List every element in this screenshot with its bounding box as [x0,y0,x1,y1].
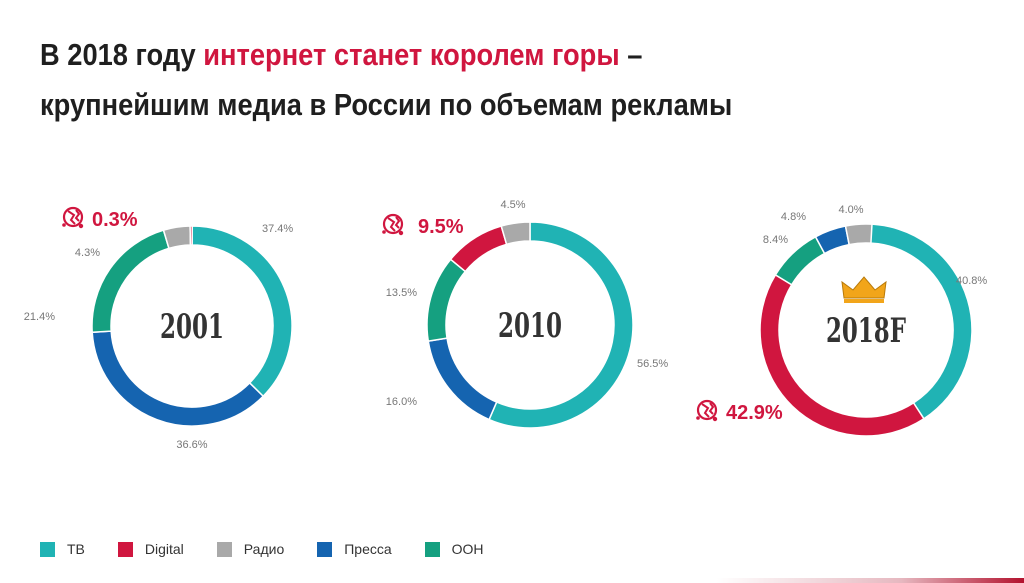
slice-press [427,337,498,421]
internet-share-label: 42.9% [726,402,783,424]
donut-chart-2018f: 40.8% 8.4% 4.8% 4.0% 2018F 42.9% [696,204,987,437]
donut-chart-2001: 37.4% 36.6% 21.4% 4.3% 2001 0.3% [24,206,293,451]
slice-label-ooh: 21.4% [24,311,55,323]
slice-label-tv: 56.5% [637,358,668,370]
legend-label-digital: Digital [144,541,184,557]
bottom-accent-bar [0,578,1024,583]
internet-share-label: 9.5% [418,216,464,238]
slice-radio [844,223,873,246]
title-line-2: крупнейшим медиа в России по объемам рек… [40,87,733,122]
internet-share-label: 0.3% [92,209,138,231]
slice-label-radio: 4.0% [838,204,863,216]
title-line-1-end: – [619,37,643,72]
globe-icon [696,399,718,422]
slice-radio [500,221,531,246]
slice-label-ooh: 8.4% [763,234,788,246]
donut-charts: 37.4% 36.6% 21.4% 4.3% 2001 0.3% 56.5% 16.0% 13.… [24,199,988,451]
legend-label-tv: ТВ [67,541,85,557]
legend-label-ooh: OOH [451,541,484,557]
donut-chart-2010: 56.5% 16.0% 13.5% 4.5% 2010 9.5% [382,199,668,429]
legend-swatch-tv [40,541,55,557]
slice-ooh [91,229,170,334]
title-line-1: В 2018 году интернет станет королем горы… [40,30,885,80]
slice-digital [189,225,193,246]
legend-swatch-digital [117,541,133,557]
legend-swatch-radio [216,541,232,557]
legend-swatch-press [317,541,333,557]
slice-label-tv: 37.4% [262,223,293,235]
slice-label-radio: 4.3% [75,247,100,259]
center-year-label: 2001 [160,307,224,347]
slice-label-press: 4.8% [781,211,806,223]
legend: ТВ Digital Радио Пресса OOH [40,541,517,557]
slice-label-ooh: 13.5% [386,287,417,299]
legend-swatch-ooh [424,541,440,557]
title-accent: интернет станет королем горы [203,37,620,72]
slice-radio [162,225,192,250]
legend-item-press: Пресса [317,541,392,557]
crown-icon [841,276,887,303]
legend-label-radio: Радио [243,541,285,557]
globe-icon [382,213,404,236]
center-year-label: 2018F [826,311,906,351]
legend-item-tv: ТВ [40,541,85,557]
title-line-1-start: В 2018 году [40,37,204,72]
page-title: В 2018 году интернет станет королем горы… [40,30,885,130]
legend-item-ooh: OOH [424,541,484,557]
slice-digital [759,273,925,437]
legend-label-press: Пресса [344,541,392,557]
legend-item-digital: Digital [117,541,184,557]
center-year-label: 2010 [498,306,562,346]
slice-label-tv: 40.8% [956,275,987,287]
slice-ooh [426,258,467,342]
slice-label-press: 36.6% [176,439,207,451]
slice-label-radio: 4.5% [500,199,525,211]
globe-icon [62,206,84,229]
legend-item-radio: Радио [216,541,285,557]
slice-label-press: 16.0% [386,396,417,408]
